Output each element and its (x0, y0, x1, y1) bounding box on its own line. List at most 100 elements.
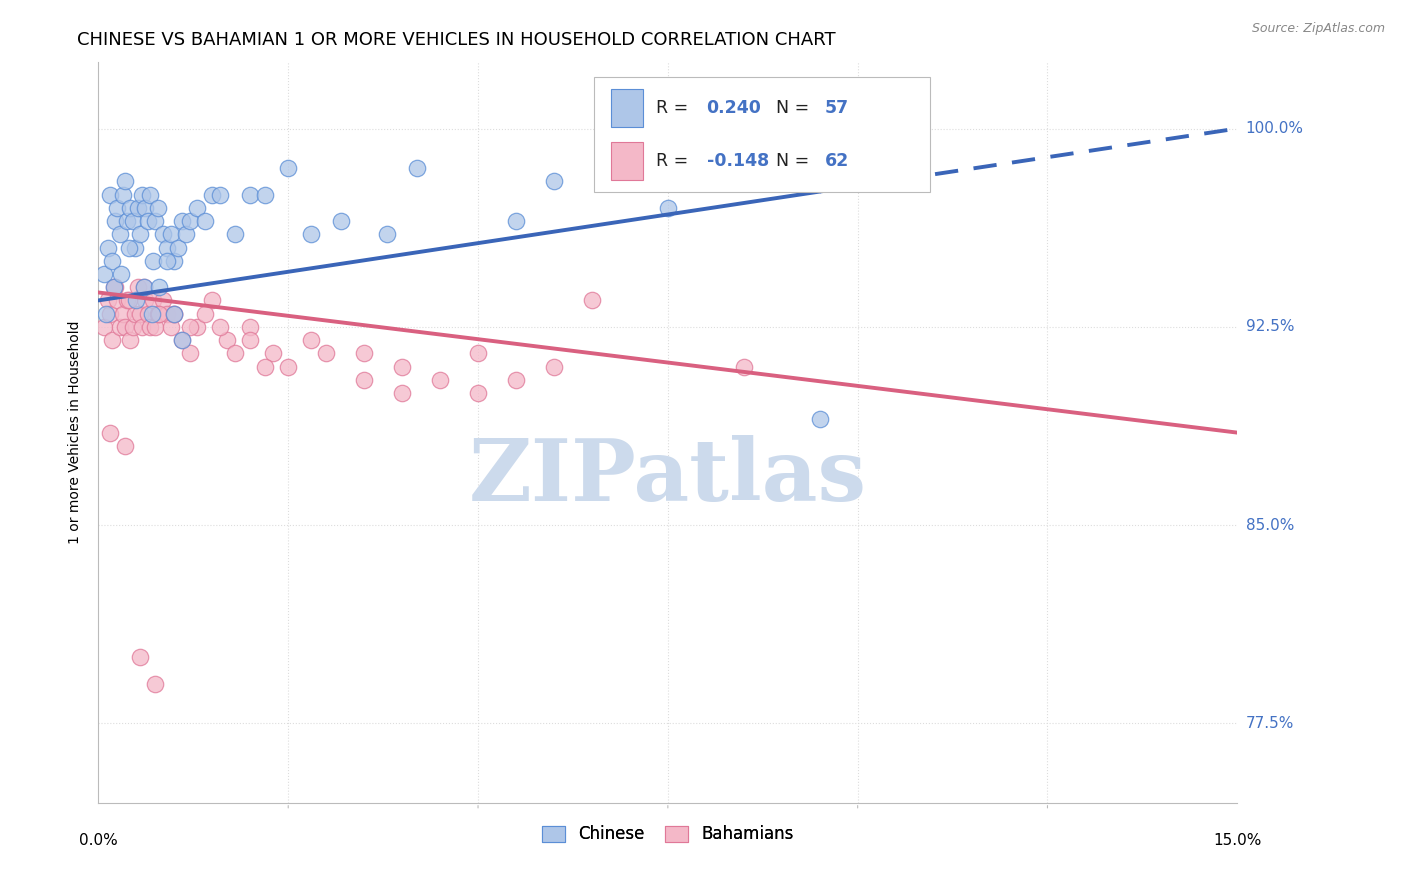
Point (139, 187, 162, 202)
FancyBboxPatch shape (612, 142, 643, 180)
Point (194, 214, 217, 228)
Point (134, 201, 156, 215)
Point (163, 307, 186, 321)
Point (179, 346, 201, 360)
Point (129, 227, 152, 242)
Point (808, 412, 831, 426)
Point (170, 333, 193, 347)
Point (224, 227, 246, 242)
Text: 92.5%: 92.5% (1246, 319, 1294, 334)
Point (156, 253, 179, 268)
Point (224, 346, 246, 360)
Point (159, 227, 181, 242)
Point (505, 373, 527, 387)
Point (163, 253, 186, 268)
Point (194, 307, 217, 321)
Point (277, 359, 299, 374)
Point (131, 187, 153, 202)
Point (124, 240, 146, 254)
Text: N =: N = (776, 152, 815, 170)
Point (118, 293, 141, 308)
Point (299, 333, 322, 347)
Point (152, 227, 174, 242)
Point (657, 201, 679, 215)
Point (239, 187, 262, 202)
Point (543, 174, 565, 188)
Point (120, 333, 142, 347)
Text: 100.0%: 100.0% (1246, 121, 1303, 136)
Point (103, 280, 125, 294)
Point (159, 319, 181, 334)
Point (132, 280, 155, 294)
Point (201, 187, 224, 202)
Point (134, 293, 156, 308)
Text: CHINESE VS BAHAMIAN 1 OR MORE VEHICLES IN HOUSEHOLD CORRELATION CHART: CHINESE VS BAHAMIAN 1 OR MORE VEHICLES I… (77, 31, 837, 49)
FancyBboxPatch shape (593, 78, 929, 192)
Point (111, 187, 134, 202)
Point (391, 359, 413, 374)
Point (163, 307, 186, 321)
Point (152, 293, 174, 308)
Point (254, 359, 277, 374)
Point (167, 240, 190, 254)
Point (170, 333, 193, 347)
Point (131, 319, 153, 334)
Point (111, 307, 134, 321)
Text: N =: N = (776, 99, 815, 117)
Text: 62: 62 (825, 152, 849, 170)
Point (429, 373, 451, 387)
Point (239, 319, 262, 334)
Point (101, 253, 124, 268)
Point (148, 280, 170, 294)
Point (262, 346, 284, 360)
Point (129, 650, 152, 665)
Point (315, 346, 337, 360)
Point (107, 293, 129, 308)
Point (543, 359, 565, 374)
Point (186, 201, 208, 215)
Point (179, 319, 201, 334)
Point (174, 227, 197, 242)
Point (96, 240, 118, 254)
Point (110, 267, 132, 281)
Point (353, 346, 375, 360)
Point (114, 174, 136, 188)
Point (581, 293, 603, 308)
Text: 15.0%: 15.0% (1213, 833, 1261, 848)
Point (121, 319, 143, 334)
Point (108, 227, 131, 242)
Point (120, 201, 142, 215)
Point (132, 280, 155, 294)
Point (391, 386, 413, 401)
Text: 77.5%: 77.5% (1246, 716, 1294, 731)
Point (201, 293, 224, 308)
Text: Source: ZipAtlas.com: Source: ZipAtlas.com (1251, 22, 1385, 36)
Point (353, 373, 375, 387)
Text: R =: R = (657, 99, 695, 117)
Point (125, 293, 148, 308)
Point (217, 333, 239, 347)
Text: 85.0%: 85.0% (1246, 517, 1294, 533)
Point (98, 425, 121, 440)
Point (114, 439, 136, 453)
Point (733, 359, 755, 374)
Point (127, 201, 149, 215)
Point (330, 214, 353, 228)
Point (145, 677, 167, 691)
Point (136, 214, 159, 228)
Text: 0.240: 0.240 (707, 99, 762, 117)
Point (208, 319, 231, 334)
Point (107, 201, 129, 215)
Point (127, 280, 149, 294)
Point (104, 280, 127, 294)
Point (103, 280, 125, 294)
Point (139, 319, 162, 334)
FancyBboxPatch shape (612, 89, 643, 128)
Point (136, 307, 159, 321)
Point (118, 240, 141, 254)
Text: ZIPatlas: ZIPatlas (468, 435, 868, 519)
Point (93, 319, 115, 334)
Point (186, 319, 208, 334)
Point (145, 319, 167, 334)
Point (208, 187, 231, 202)
